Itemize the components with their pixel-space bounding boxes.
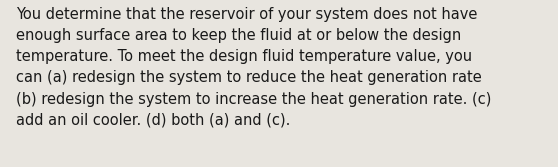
Text: You determine that the reservoir of your system does not have
enough surface are: You determine that the reservoir of your… bbox=[16, 7, 491, 128]
